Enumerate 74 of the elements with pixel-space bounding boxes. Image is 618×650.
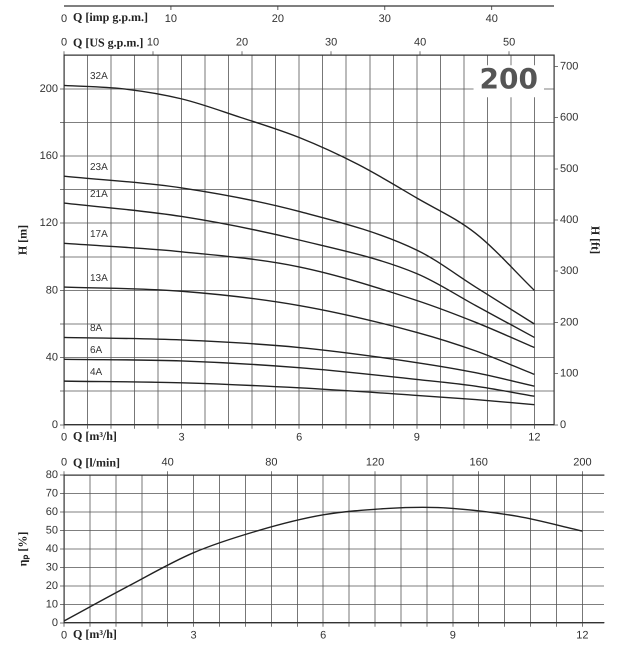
x2-tick-label: 20: [236, 36, 248, 49]
line-series: [64, 506, 584, 622]
x-tick-label: 6: [296, 431, 302, 444]
x2-tick-label: 0: [60, 36, 68, 49]
x2-axis-title: Q [US g.p.m.]: [73, 35, 144, 50]
line-series: [64, 358, 536, 397]
y-axis-title: H [m]: [15, 224, 30, 256]
y-tick-label: 10: [46, 598, 58, 610]
y2-tick-label: 100: [560, 368, 578, 380]
y-tick-label: 50: [46, 524, 58, 537]
x2-tick-label: 40: [414, 36, 426, 49]
x2-tick-label: 80: [265, 456, 278, 469]
x2-tick-label: 0: [60, 456, 68, 469]
y-axis-title: ηₚ [%]: [15, 532, 30, 566]
y-tick-label: 80: [46, 469, 58, 482]
series-label: 8A: [90, 323, 103, 334]
y-tick-label: 200: [40, 82, 58, 95]
text: Q [imp g.p.m.]: [73, 10, 148, 24]
y2-tick-label: 700: [560, 60, 578, 72]
text: 40: [486, 13, 498, 26]
line-series: [64, 286, 536, 376]
text: 30: [378, 13, 391, 26]
y-tick-label: 40: [46, 543, 58, 556]
x2-tick-label: 30: [324, 36, 338, 49]
y-tick-label: 60: [46, 506, 58, 518]
x-tick-label: 9: [414, 431, 420, 444]
x2-tick-label: 120: [366, 456, 384, 469]
line-series: [64, 202, 536, 338]
text: 0: [60, 13, 68, 26]
x-tick-label: 12: [528, 431, 541, 444]
text: 20: [272, 13, 284, 26]
y-tick-label: 120: [40, 217, 58, 230]
line-series: [64, 380, 536, 406]
x2-axis-title: Q [l/min]: [73, 455, 120, 470]
y2-tick-label: 200: [560, 316, 578, 328]
x-tick-label: 9: [450, 629, 456, 642]
y-tick-label: 20: [46, 580, 58, 592]
x-tick-label: 6: [320, 629, 326, 642]
x-tick-label: 0: [60, 431, 68, 444]
y-tick-label: 80: [46, 284, 58, 296]
y2-tick-label: 500: [560, 162, 578, 175]
annotation: 200: [480, 62, 538, 96]
series-label: 32A: [90, 71, 108, 82]
x-tick-label: 12: [576, 629, 589, 642]
series-label: 13A: [90, 272, 108, 284]
x-axis-title: Q [m³/h]: [73, 428, 117, 443]
x-axis-title: Q [m³/h]: [73, 626, 117, 641]
y-tick-label: 0: [52, 418, 58, 431]
text: 10: [164, 13, 178, 26]
y-tick-label: 70: [46, 488, 58, 500]
x-tick-label: 3: [178, 431, 185, 444]
series-label: 4A: [90, 366, 103, 378]
y2-axis-title: H [ft]: [588, 226, 603, 254]
y-tick-label: 160: [40, 150, 58, 162]
series-label: 23A: [90, 162, 108, 173]
line-series: [64, 336, 536, 387]
line-series: [64, 175, 536, 325]
x2-tick-label: 160: [470, 456, 488, 469]
x2-tick-label: 200: [573, 456, 592, 469]
x-tick-label: 0: [60, 629, 68, 642]
series-label: 21A: [90, 188, 108, 200]
y2-tick-label: 600: [560, 112, 578, 124]
x-tick-label: 3: [190, 629, 197, 642]
series-label: 6A: [90, 345, 103, 356]
x2-tick-label: 10: [146, 36, 160, 49]
x2-tick-label: 50: [503, 36, 516, 49]
y-tick-label: 40: [46, 352, 58, 364]
y2-tick-label: 0: [560, 418, 566, 431]
y-tick-label: 30: [46, 561, 58, 574]
x2-tick-label: 40: [162, 456, 174, 469]
y-tick-label: 0: [52, 616, 58, 629]
y2-tick-label: 400: [560, 214, 578, 226]
y2-tick-label: 300: [560, 265, 578, 278]
series-label: 17A: [90, 229, 108, 240]
